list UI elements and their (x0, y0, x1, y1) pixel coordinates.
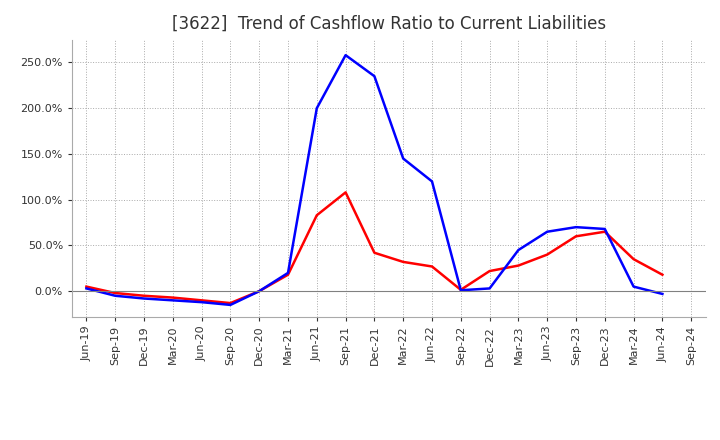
Operating CF to Current Liabilities (341, 190, 350, 195)
Operating CF to Current Liabilities (255, 289, 264, 294)
Operating CF to Current Liabilities (226, 301, 235, 306)
Line: Operating CF to Current Liabilities: Operating CF to Current Liabilities (86, 192, 662, 303)
Free CF to Current Liabilities (341, 52, 350, 58)
Free CF to Current Liabilities (428, 179, 436, 184)
Free CF to Current Liabilities (485, 286, 494, 291)
Free CF to Current Liabilities (658, 291, 667, 297)
Free CF to Current Liabilities (629, 284, 638, 289)
Free CF to Current Liabilities (82, 286, 91, 291)
Operating CF to Current Liabilities (456, 287, 465, 293)
Operating CF to Current Liabilities (370, 250, 379, 255)
Free CF to Current Liabilities (111, 293, 120, 298)
Free CF to Current Liabilities (572, 224, 580, 230)
Free CF to Current Liabilities (312, 106, 321, 111)
Free CF to Current Liabilities (168, 298, 177, 303)
Operating CF to Current Liabilities (284, 272, 292, 277)
Free CF to Current Liabilities (255, 289, 264, 294)
Free CF to Current Liabilities (284, 270, 292, 275)
Operating CF to Current Liabilities (658, 272, 667, 277)
Operating CF to Current Liabilities (197, 298, 206, 303)
Free CF to Current Liabilities (226, 302, 235, 308)
Operating CF to Current Liabilities (572, 234, 580, 239)
Operating CF to Current Liabilities (140, 293, 148, 298)
Title: [3622]  Trend of Cashflow Ratio to Current Liabilities: [3622] Trend of Cashflow Ratio to Curren… (172, 15, 606, 33)
Free CF to Current Liabilities (514, 247, 523, 253)
Free CF to Current Liabilities (140, 296, 148, 301)
Free CF to Current Liabilities (456, 288, 465, 293)
Operating CF to Current Liabilities (168, 295, 177, 300)
Line: Free CF to Current Liabilities: Free CF to Current Liabilities (86, 55, 662, 305)
Operating CF to Current Liabilities (111, 290, 120, 296)
Free CF to Current Liabilities (600, 226, 609, 231)
Operating CF to Current Liabilities (600, 229, 609, 235)
Free CF to Current Liabilities (370, 73, 379, 79)
Operating CF to Current Liabilities (514, 263, 523, 268)
Operating CF to Current Liabilities (82, 284, 91, 289)
Free CF to Current Liabilities (197, 300, 206, 305)
Operating CF to Current Liabilities (543, 252, 552, 257)
Free CF to Current Liabilities (399, 156, 408, 161)
Operating CF to Current Liabilities (399, 259, 408, 264)
Operating CF to Current Liabilities (428, 264, 436, 269)
Operating CF to Current Liabilities (485, 268, 494, 274)
Operating CF to Current Liabilities (312, 213, 321, 218)
Operating CF to Current Liabilities (629, 257, 638, 262)
Free CF to Current Liabilities (543, 229, 552, 235)
